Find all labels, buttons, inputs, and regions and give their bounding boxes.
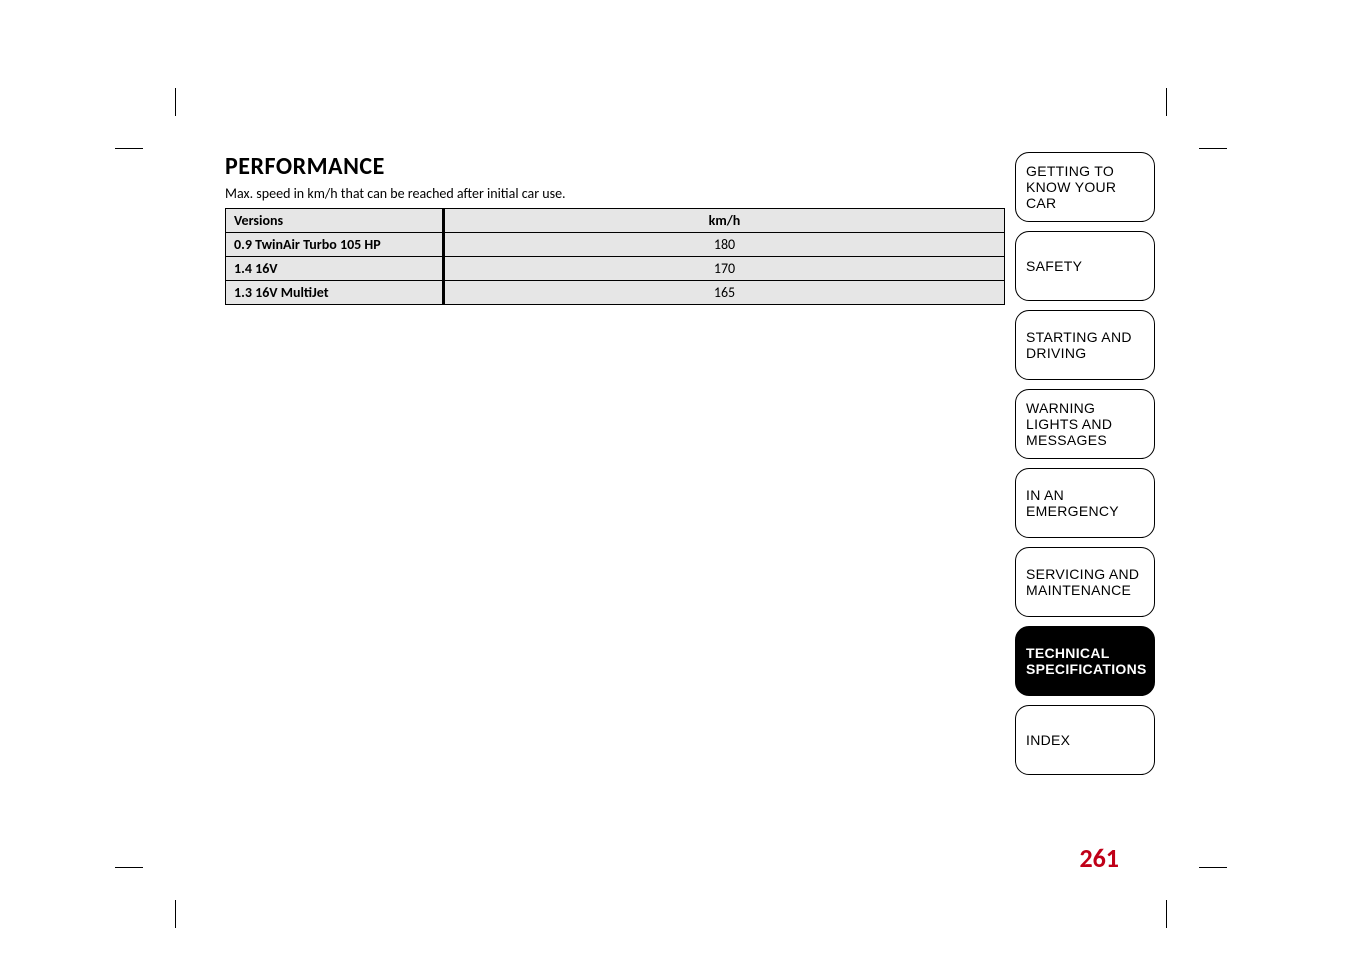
row-label: 1.4 16V xyxy=(226,257,444,281)
crop-mark xyxy=(175,900,176,928)
column-header-versions: Versions xyxy=(226,209,444,233)
table-row: 1.4 16V 170 xyxy=(226,257,1005,281)
tab-emergency[interactable]: IN AN EMERGENCY xyxy=(1015,468,1155,538)
tab-label: SAFETY xyxy=(1026,258,1082,274)
row-value: 165 xyxy=(444,281,1005,305)
column-header-kmh: km/h xyxy=(444,209,1005,233)
tab-label: SERVICING AND MAINTENANCE xyxy=(1026,566,1144,598)
crop-mark xyxy=(1199,867,1227,868)
row-label: 0.9 TwinAir Turbo 105 HP xyxy=(226,233,444,257)
row-label: 1.3 16V MultiJet xyxy=(226,281,444,305)
performance-table: Versions km/h 0.9 TwinAir Turbo 105 HP 1… xyxy=(225,208,1005,305)
tab-starting-driving[interactable]: STARTING AND DRIVING xyxy=(1015,310,1155,380)
section-title: PERFORMANCE xyxy=(225,152,1005,181)
table-row: 0.9 TwinAir Turbo 105 HP 180 xyxy=(226,233,1005,257)
crop-mark xyxy=(1199,148,1227,149)
row-value: 180 xyxy=(444,233,1005,257)
tab-warning-lights[interactable]: WARNING LIGHTS AND MESSAGES xyxy=(1015,389,1155,459)
tab-label: STARTING AND DRIVING xyxy=(1026,329,1144,361)
tab-label: WARNING LIGHTS AND MESSAGES xyxy=(1026,400,1144,448)
row-value: 170 xyxy=(444,257,1005,281)
crop-mark xyxy=(115,867,143,868)
page-number: 261 xyxy=(1079,842,1119,874)
main-content: PERFORMANCE Max. speed in km/h that can … xyxy=(225,152,1005,305)
crop-mark xyxy=(115,148,143,149)
tab-servicing[interactable]: SERVICING AND MAINTENANCE xyxy=(1015,547,1155,617)
tab-index[interactable]: INDEX xyxy=(1015,705,1155,775)
intro-text: Max. speed in km/h that can be reached a… xyxy=(225,185,1005,202)
tab-safety[interactable]: SAFETY xyxy=(1015,231,1155,301)
table-row: 1.3 16V MultiJet 165 xyxy=(226,281,1005,305)
tab-technical-specs[interactable]: TECHNICAL SPECIFICATIONS xyxy=(1015,626,1155,696)
crop-mark xyxy=(1166,900,1167,928)
crop-mark xyxy=(175,88,176,116)
table-header-row: Versions km/h xyxy=(226,209,1005,233)
tab-label: TECHNICAL SPECIFICATIONS xyxy=(1026,645,1147,677)
side-tabs: GETTING TO KNOW YOUR CAR SAFETY STARTING… xyxy=(1015,152,1155,775)
page-body: PERFORMANCE Max. speed in km/h that can … xyxy=(225,148,1155,868)
tab-label: INDEX xyxy=(1026,732,1070,748)
crop-mark xyxy=(1166,88,1167,116)
tab-label: IN AN EMERGENCY xyxy=(1026,487,1144,519)
tab-getting-to-know[interactable]: GETTING TO KNOW YOUR CAR xyxy=(1015,152,1155,222)
tab-label: GETTING TO KNOW YOUR CAR xyxy=(1026,163,1144,211)
